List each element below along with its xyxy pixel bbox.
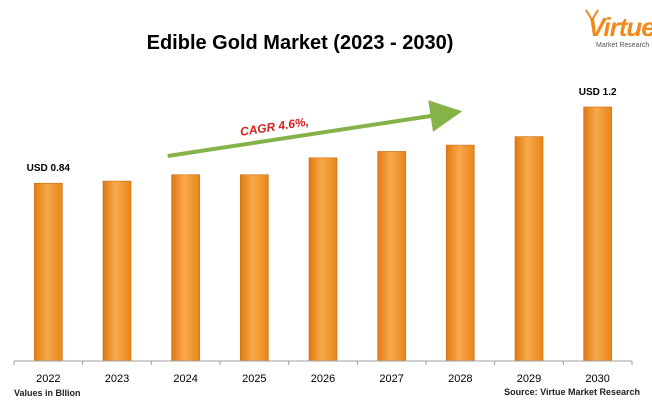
bar-2025 <box>240 174 269 362</box>
bar-2022 <box>34 182 63 362</box>
x-tick-label-2023: 2023 <box>105 373 129 385</box>
brand-logo: Virtue Market Research <box>582 8 652 54</box>
x-tick-label-2026: 2026 <box>311 373 335 385</box>
bar-2027 <box>377 151 406 362</box>
bar-2028 <box>446 144 475 362</box>
bar-2030 <box>583 106 612 362</box>
data-label-2030: USD 1.2 <box>579 87 617 98</box>
logo-word: Virtue <box>588 12 652 42</box>
cagr-trend-arrow <box>167 100 463 158</box>
chart-title: Edible Gold Market (2023 - 2030) <box>146 32 454 54</box>
bar-2026 <box>308 157 338 362</box>
bar-2029 <box>514 136 544 362</box>
data-label-2022: USD 0.84 <box>27 163 71 174</box>
x-tick-label-2030: 2030 <box>585 373 609 385</box>
bar-2023 <box>102 180 132 362</box>
x-tick-label-2029: 2029 <box>517 373 541 385</box>
logo-mark-icon <box>585 9 599 22</box>
x-tick-label-2022: 2022 <box>36 373 60 385</box>
x-tick-label-2025: 2025 <box>242 373 266 385</box>
logo-subtitle: Market Research <box>596 42 650 49</box>
source-note: Source: Virtue Market Research <box>504 387 640 397</box>
unit-note: Values in Bllion <box>14 388 81 398</box>
bar-2024 <box>171 174 200 362</box>
x-tick-label-2028: 2028 <box>448 373 472 385</box>
x-tick-label-2027: 2027 <box>379 373 403 385</box>
x-tick-label-2024: 2024 <box>173 373 197 385</box>
